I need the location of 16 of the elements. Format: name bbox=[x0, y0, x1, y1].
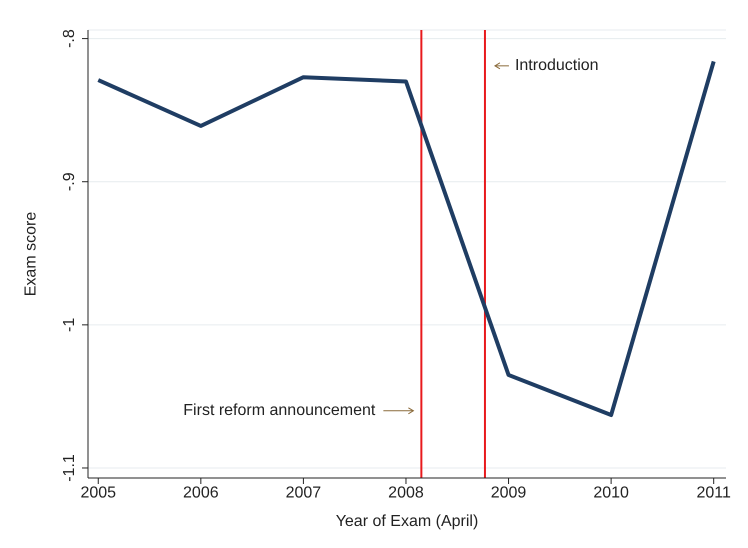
line-series bbox=[96, 59, 716, 418]
ref-line-label: Introduction bbox=[514, 57, 599, 74]
y-tick-label: -.9 bbox=[61, 172, 78, 192]
y-axis-title: Exam score bbox=[22, 212, 40, 296]
x-tick-label: 2010 bbox=[593, 484, 630, 502]
x-tick-label: 2005 bbox=[80, 484, 116, 502]
x-tick-label: 2009 bbox=[490, 484, 526, 502]
x-tick-label: 2011 bbox=[696, 484, 731, 502]
y-tick-label: -.8 bbox=[61, 29, 78, 48]
x-axis-title: Year of Exam (April) bbox=[336, 513, 478, 530]
y-tick-label: -1 bbox=[61, 318, 78, 332]
y-tick-label: -1.1 bbox=[61, 454, 78, 482]
x-tick-label: 2008 bbox=[388, 484, 424, 502]
ref-line-label: First reform announcement bbox=[183, 402, 376, 420]
x-tick-label: 2006 bbox=[183, 484, 219, 502]
x-tick-label: 2007 bbox=[286, 484, 322, 502]
